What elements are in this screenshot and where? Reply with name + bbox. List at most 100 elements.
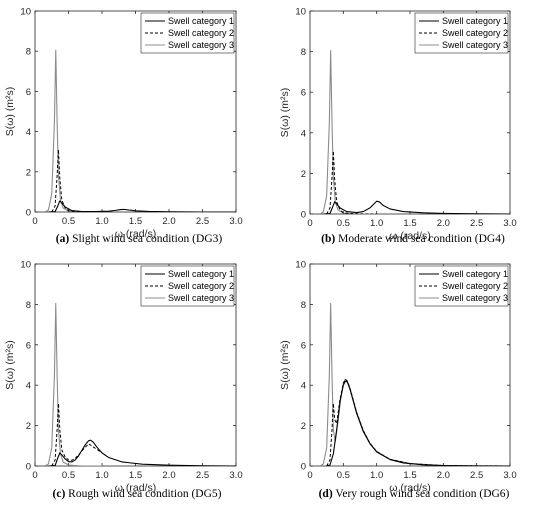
series-line-swell-category-2	[326, 150, 377, 214]
y-tick-label: 0	[301, 210, 306, 221]
legend-label: Swell category 2	[168, 28, 234, 38]
x-tick-label: 3.0	[503, 218, 516, 229]
y-axis-label: S(ω) (m²s)	[4, 340, 16, 390]
x-tick-label: 2.0	[162, 470, 175, 481]
y-tick-label: 4	[26, 127, 31, 138]
y-tick-label: 2	[26, 421, 31, 432]
x-tick-label: 0	[32, 216, 37, 227]
x-axis-label: ω (rad/s)	[389, 482, 430, 494]
y-tick-label: 6	[26, 87, 31, 98]
legend-label: Swell category 3	[168, 293, 234, 303]
legend: Swell category 1 Swell category 2 Swell ca…	[140, 12, 235, 54]
y-tick-label: 6	[26, 340, 31, 351]
panel-caption: (b) Moderate wind sea condition (DG4)	[321, 233, 505, 245]
x-tick-label: 3.0	[503, 470, 516, 481]
legend: Swell category 1 Swell category 2 Swell ca…	[414, 265, 509, 307]
x-tick-label: 3.0	[229, 470, 242, 481]
panel-caption: (c) Rough wind sea condition (DG5)	[53, 488, 222, 500]
x-tick-label: 0.5	[337, 218, 350, 229]
legend-label: Swell category 1	[442, 269, 508, 279]
y-axis-label: S(ω) (m²s)	[279, 88, 291, 138]
series-group	[44, 49, 236, 212]
legend-label: Swell category 2	[442, 28, 508, 38]
chart-panel-4: 0 0.5 1.0 1.5 2.0 2.5 3.0 0 2 4 6 8 10 ω (rad/s) S(ω) …	[279, 260, 517, 501]
y-tick-label: 8	[26, 300, 31, 311]
y-tick-label: 8	[301, 47, 306, 58]
y-tick-label: 6	[301, 88, 306, 99]
x-tick-label: 1.5	[129, 470, 142, 481]
series-line-swell-category-1	[48, 439, 236, 466]
chart-panel-3: 0 0.5 1.0 1.5 2.0 2.5 3.0 0 2 4 6 8 10 ω (rad/s) S(ω) …	[4, 260, 243, 501]
y-tick-label: 6	[301, 340, 306, 351]
x-tick-label: 2.0	[162, 216, 175, 227]
y-tick-label: 0	[301, 462, 306, 473]
x-tick-label: 1.0	[370, 218, 383, 229]
legend-label: Swell category 1	[442, 16, 508, 26]
legend-box	[140, 12, 235, 54]
y-tick-label: 4	[301, 381, 306, 392]
x-tick-label: 2.5	[196, 216, 209, 227]
series-line-swell-category-1	[326, 380, 510, 466]
x-tick-label: 0.5	[62, 216, 75, 227]
legend-label: Swell category 2	[442, 281, 508, 291]
caption-letter: (d)	[319, 488, 333, 500]
x-tick-label: 1.0	[95, 470, 108, 481]
caption-letter: (b)	[321, 233, 335, 245]
caption-text: Slight wind sea condition (DG3)	[69, 233, 222, 245]
x-tick-label: 1.0	[370, 470, 383, 481]
x-tick-label: 0	[307, 470, 312, 481]
legend-label: Swell category 3	[442, 40, 508, 50]
legend-label: Swell category 3	[442, 293, 508, 303]
y-tick-label: 10	[295, 260, 306, 271]
caption-text: Rough wind sea condition (DG5)	[65, 488, 221, 500]
legend-label: Swell category 1	[168, 16, 234, 26]
legend-label: Swell category 1	[168, 269, 234, 279]
y-tick-label: 2	[301, 421, 306, 432]
y-tick-label: 10	[295, 7, 306, 18]
chart-panel-1: 0 0.5 1.0 1.5 2.0 2.5 3.0 0 2 4 6 8 10 ω (rad/s) S(ω) …	[4, 7, 243, 246]
y-tick-label: 0	[26, 208, 31, 219]
x-tick-label: 1.5	[403, 470, 416, 481]
caption-text: Very rough wind sea condition (DG6)	[333, 488, 510, 500]
y-tick-label: 2	[301, 169, 306, 180]
legend-label: Swell category 3	[168, 40, 234, 50]
x-tick-label: 1.5	[403, 218, 416, 229]
series-line-swell-category-1	[48, 200, 236, 212]
y-axis-label: S(ω) (m²s)	[4, 87, 16, 137]
legend: Swell category 1 Swell category 2 Swell ca…	[414, 12, 509, 54]
y-tick-label: 8	[301, 300, 306, 311]
series-line-swell-category-1	[323, 200, 510, 214]
x-tick-label: 1.5	[129, 216, 142, 227]
panel-caption: (d) Very rough wind sea condition (DG6)	[319, 488, 510, 500]
y-tick-label: 8	[26, 47, 31, 58]
y-tick-label: 4	[301, 128, 306, 139]
x-tick-label: 2.5	[470, 218, 483, 229]
legend: Swell category 1 Swell category 2 Swell ca…	[140, 265, 235, 307]
x-axis-label: ω (rad/s)	[115, 482, 156, 494]
series-line-swell-category-2	[51, 402, 103, 466]
x-tick-label: 3.0	[229, 216, 242, 227]
series-group	[319, 302, 510, 466]
y-tick-label: 10	[20, 260, 31, 271]
y-tick-label: 0	[26, 462, 31, 473]
x-axis-label: ω (rad/s)	[115, 228, 156, 240]
caption-letter: (c)	[53, 488, 66, 500]
series-group	[319, 50, 510, 214]
y-tick-label: 10	[20, 7, 31, 18]
x-tick-label: 2.0	[437, 218, 450, 229]
caption-text: Moderate wind sea condition (DG4)	[335, 233, 505, 245]
caption-letter: (a)	[56, 233, 70, 245]
panel-caption: (a) Slight wind sea condition (DG3)	[56, 233, 223, 245]
series-group	[44, 302, 236, 466]
chart-panel-2: 0 0.5 1.0 1.5 2.0 2.5 3.0 0 2 4 6 8 10 ω (rad/s) S(ω) …	[279, 7, 517, 246]
y-tick-label: 4	[26, 381, 31, 392]
y-axis-label: S(ω) (m²s)	[279, 340, 291, 390]
x-tick-label: 0.5	[62, 470, 75, 481]
x-tick-label: 2.0	[437, 470, 450, 481]
legend-label: Swell category 2	[168, 281, 234, 291]
x-tick-label: 2.5	[196, 470, 209, 481]
series-line-swell-category-3	[44, 49, 102, 212]
x-tick-label: 0	[307, 218, 312, 229]
x-tick-label: 0.5	[337, 470, 350, 481]
